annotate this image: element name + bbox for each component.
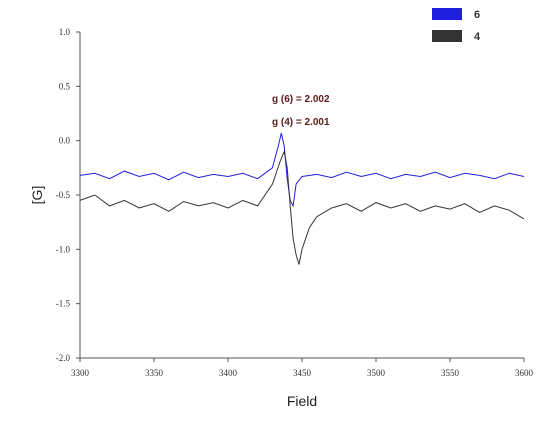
y-tick-label: -0.5	[56, 190, 71, 200]
x-tick-label: 3450	[293, 368, 312, 378]
y-tick-label: 1.0	[59, 27, 71, 37]
legend-label: 6	[474, 9, 480, 21]
y-axis-label: [G]	[29, 186, 45, 205]
g-value-annotation: g (6) = 2.002	[272, 94, 330, 105]
y-tick-label: -2.0	[56, 353, 71, 363]
annotations: g (6) = 2.002 g (4) = 2.001	[272, 94, 330, 128]
y-tick-label: -1.0	[56, 244, 71, 254]
legend-label: 4	[474, 31, 481, 43]
x-tick-label: 3550	[441, 368, 460, 378]
series-line-4	[79, 149, 525, 265]
legend: 64	[432, 8, 481, 43]
x-tick-label: 3300	[71, 368, 90, 378]
series-layer	[79, 132, 525, 265]
legend-swatch	[432, 8, 462, 20]
y-tick-label: 0.0	[59, 136, 71, 146]
x-axis-label: Field	[287, 393, 317, 409]
legend-swatch	[432, 30, 462, 42]
series-line-6	[79, 132, 525, 208]
x-tick-label: 3500	[367, 368, 386, 378]
x-tick-label: 3600	[515, 368, 534, 378]
y-tick-label: -1.5	[56, 299, 71, 309]
g-value-annotation: g (4) = 2.001	[272, 117, 330, 128]
y-tick-label: 0.5	[59, 81, 71, 91]
x-tick-label: 3400	[219, 368, 238, 378]
x-tick-label: 3350	[145, 368, 164, 378]
axes: 3300 3350 3400 3450 3500 3550 3600 -2.0 -1.5 -1.0…	[56, 27, 534, 378]
